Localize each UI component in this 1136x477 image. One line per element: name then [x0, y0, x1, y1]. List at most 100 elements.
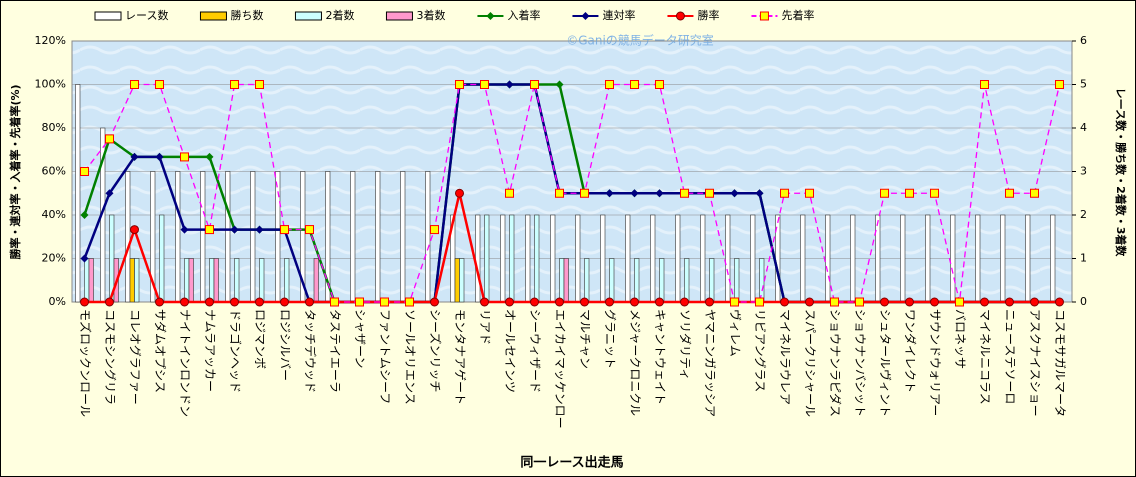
x-tick-label: ソールオリエンス	[403, 309, 417, 405]
bar	[734, 258, 740, 303]
marker	[605, 189, 614, 198]
bar	[459, 258, 465, 303]
x-axis-label: 同一レース出走馬	[520, 455, 623, 471]
marker	[830, 297, 839, 307]
y-axis-label: 勝率・連対率・入着率・先着率(%)	[8, 84, 22, 259]
bar	[84, 258, 90, 303]
marker	[655, 297, 664, 307]
marker	[180, 225, 189, 234]
line	[84, 192, 1060, 304]
marker	[930, 297, 939, 307]
bar	[534, 214, 540, 303]
marker	[730, 297, 739, 307]
x-tick-label: サダムオプシス	[153, 309, 168, 393]
marker	[805, 297, 814, 307]
bar	[234, 258, 240, 303]
x-tick-label: コスモシングリラ	[103, 309, 117, 405]
marker	[430, 225, 439, 235]
bar	[250, 171, 256, 303]
bar	[600, 214, 606, 303]
marker	[405, 297, 414, 307]
bar	[759, 258, 765, 303]
marker	[305, 297, 314, 307]
bar	[700, 214, 706, 303]
marker	[905, 188, 914, 198]
x-tick-label: マルチャン	[578, 309, 592, 369]
legend-label: 勝率	[697, 8, 719, 22]
marker	[280, 297, 289, 307]
legend-label: 入着率	[507, 8, 540, 22]
marker	[1030, 297, 1039, 307]
marker	[80, 211, 89, 219]
legend-swatch	[294, 11, 322, 21]
bar	[500, 214, 506, 303]
marker	[280, 225, 289, 235]
marker	[755, 297, 764, 307]
marker	[980, 297, 989, 307]
y-tick-label: 60%	[42, 165, 66, 178]
marker	[205, 225, 214, 235]
marker	[730, 189, 739, 198]
legend-swatch	[199, 11, 227, 21]
marker	[680, 188, 689, 198]
legend-label: 3着数	[416, 8, 445, 22]
marker	[480, 80, 489, 89]
legend-label: レース数	[125, 9, 168, 22]
bar	[350, 171, 356, 303]
legend-label: 連対率	[602, 8, 635, 22]
x-tick-label: ナイトインロンドン	[178, 309, 192, 417]
x-tick-label: グラニット	[603, 309, 617, 369]
bar	[188, 258, 194, 303]
bar	[675, 214, 681, 303]
bar	[425, 171, 431, 303]
marker	[486, 12, 495, 20]
bar	[975, 214, 981, 303]
marker	[255, 297, 264, 307]
y2-tick-label: 1	[1080, 252, 1087, 265]
bar	[725, 214, 731, 303]
marker	[480, 297, 489, 307]
marker	[255, 225, 264, 234]
x-tick-label: タステイエーラ	[328, 309, 342, 393]
legend-label: 先着率	[781, 8, 814, 22]
marker	[1055, 80, 1064, 89]
marker	[655, 189, 664, 198]
marker	[505, 188, 514, 198]
x-tick-label: エイカイマッケンロー	[553, 309, 567, 429]
marker	[430, 297, 439, 307]
x-tick-label: サウンドウォリアー	[928, 309, 942, 416]
marker	[630, 189, 639, 198]
y2-tick-label: 4	[1080, 121, 1087, 134]
marker	[855, 297, 864, 307]
x-tick-label: ワンダイレクト	[903, 309, 918, 393]
bar	[900, 214, 906, 303]
x-tick-label: ファントムシーフ	[378, 309, 392, 404]
bar	[475, 214, 481, 303]
marker	[905, 297, 914, 307]
watermark: ©Ganiの競馬データ研究室	[566, 33, 714, 48]
marker	[1055, 297, 1064, 307]
marker	[705, 188, 714, 198]
y-tick-label: 100%	[35, 78, 66, 91]
x-tick-label: メジャークロニクル	[628, 309, 642, 416]
bar	[175, 171, 181, 303]
marker	[780, 297, 789, 307]
marker	[380, 297, 389, 307]
x-tick-label: ドラゴンヘッド	[228, 309, 243, 393]
marker	[130, 225, 139, 235]
bar	[129, 258, 135, 303]
y-tick-label: 80%	[42, 121, 66, 134]
bar	[284, 258, 290, 303]
bar	[875, 214, 881, 303]
marker	[880, 188, 889, 198]
bar	[525, 214, 531, 303]
marker	[605, 297, 614, 307]
y2-axis-label: レース数・勝ち数・2着数・3着数	[1114, 88, 1128, 258]
bar	[275, 171, 281, 303]
bar	[625, 214, 631, 303]
marker	[675, 11, 685, 21]
bar	[150, 171, 156, 303]
marker	[505, 80, 514, 89]
x-tick-label: リアド	[478, 309, 492, 345]
